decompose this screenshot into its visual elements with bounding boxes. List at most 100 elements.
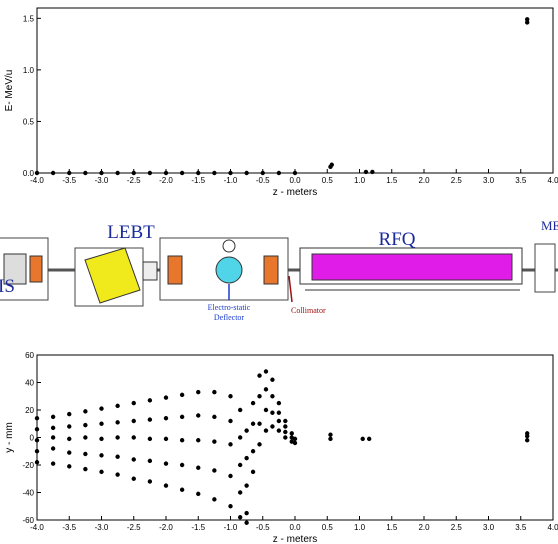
point [179, 438, 185, 443]
x-tick-label: -1.5 [191, 176, 205, 185]
beamline-diagram: LEBT RFQ IS MEBT Electro-static Deflecto… [0, 218, 558, 322]
point [237, 462, 243, 468]
point [237, 490, 243, 495]
point [179, 392, 185, 398]
y-tick-label: -60 [22, 516, 34, 525]
point [131, 170, 136, 176]
point [276, 418, 282, 424]
point [292, 440, 298, 446]
magnet [167, 255, 183, 285]
x-tick-label: 2.0 [418, 176, 430, 185]
point [196, 413, 201, 418]
label: LEBT [107, 222, 155, 243]
y-tick-label: 0 [30, 434, 35, 443]
x-tick-label: 0.5 [322, 176, 334, 185]
point [257, 373, 262, 378]
y-axis-title: y - mm [4, 422, 15, 453]
point [34, 416, 40, 421]
point [196, 438, 201, 443]
point [257, 421, 262, 426]
point [163, 395, 169, 400]
point [83, 170, 88, 176]
point [212, 468, 217, 473]
point [163, 416, 169, 421]
point [260, 170, 265, 176]
point [67, 436, 72, 442]
point [147, 398, 153, 403]
point [250, 449, 256, 454]
point [244, 428, 249, 433]
point [244, 520, 249, 525]
point [263, 407, 269, 413]
point [50, 170, 56, 176]
x-tick-label: -2.5 [127, 176, 141, 185]
y-tick-label: -20 [22, 461, 34, 470]
point [131, 418, 136, 424]
point [244, 455, 249, 461]
x-tick-label: 2.0 [418, 523, 430, 532]
x-tick-label: 1.5 [386, 176, 398, 185]
point [250, 400, 256, 406]
rfq-body [311, 253, 513, 281]
y-tick-label: 20 [25, 406, 34, 415]
point [525, 17, 530, 22]
point [329, 162, 334, 167]
point [179, 170, 185, 176]
point [363, 169, 369, 175]
point [237, 435, 243, 440]
y-tick-label: -40 [22, 489, 34, 498]
x-tick-label: 1.5 [386, 523, 398, 532]
point [270, 410, 275, 415]
point [328, 436, 333, 442]
point [147, 458, 153, 464]
point [67, 450, 72, 455]
point [196, 170, 201, 176]
x-tick-label: 0.0 [289, 176, 301, 185]
x-tick-label: 3.5 [515, 176, 527, 185]
point [283, 424, 288, 429]
arrow [288, 275, 293, 303]
gauge [222, 239, 236, 253]
point [115, 435, 120, 440]
magnet [263, 255, 279, 285]
label: Deflector [214, 313, 245, 322]
point [196, 389, 201, 395]
point [67, 411, 72, 417]
x-tick-label: 0.5 [322, 523, 334, 532]
point [115, 454, 120, 459]
x-tick-label: 4.0 [547, 176, 558, 185]
point [83, 435, 88, 440]
point [360, 436, 365, 442]
magnet [29, 255, 43, 283]
point [244, 483, 249, 488]
point [115, 420, 120, 425]
point [115, 472, 120, 477]
point [196, 465, 201, 470]
element [142, 261, 158, 281]
point [34, 438, 40, 443]
plot-frame [36, 7, 554, 174]
point [276, 410, 282, 415]
x-tick-label: -3.0 [95, 176, 109, 185]
point [263, 369, 269, 374]
point [34, 460, 40, 465]
x-tick-label: -2.0 [159, 176, 173, 185]
point [370, 169, 375, 175]
point [179, 487, 185, 492]
point [99, 436, 104, 442]
label: Collimator [291, 306, 326, 315]
point [34, 449, 40, 454]
point [283, 435, 288, 440]
x-tick-label: 0.0 [289, 523, 301, 532]
y-tick-label: 1.5 [23, 14, 35, 23]
point [99, 453, 104, 458]
x-tick-label: -2.5 [127, 523, 141, 532]
point [99, 469, 104, 475]
point [228, 504, 233, 509]
point [250, 421, 256, 426]
point [257, 442, 262, 447]
point [147, 436, 153, 442]
point [50, 461, 56, 466]
x-tick-label: -0.5 [256, 523, 270, 532]
